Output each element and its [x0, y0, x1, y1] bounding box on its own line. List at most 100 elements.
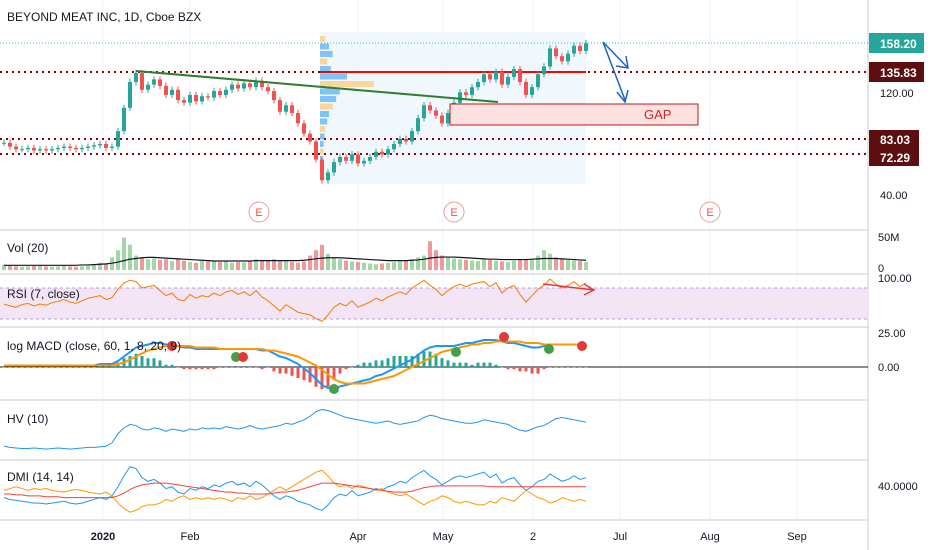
price-tick-120: 120.00	[880, 88, 914, 100]
macd-hist-bar	[458, 362, 462, 367]
gap-box[interactable]	[449, 103, 699, 126]
macd-hist-bar	[518, 367, 522, 372]
macd-dot	[238, 352, 248, 362]
macd-hist-bar	[554, 367, 558, 368]
volume-bar	[86, 265, 90, 270]
candle-body	[80, 147, 84, 150]
macd-hist-bar	[536, 367, 540, 374]
volume-bar	[386, 262, 390, 270]
volume-bar	[470, 260, 474, 270]
hv-title: HV (10)	[7, 412, 48, 426]
time-tick-apr: Apr	[349, 531, 366, 543]
pane-separators	[0, 0, 869, 550]
macd-hist-bar	[428, 351, 432, 367]
candle-body	[188, 94, 192, 103]
candle-body	[356, 154, 360, 164]
vol-tick-0: 0	[878, 263, 884, 275]
volume-bar	[452, 258, 456, 270]
volume-bar	[518, 259, 522, 270]
volume-bar	[350, 261, 354, 270]
earnings-marker-2[interactable]: E	[450, 207, 457, 219]
macd-hist-bar	[218, 367, 222, 368]
candle-body	[512, 69, 516, 77]
candle-body	[284, 105, 288, 112]
candle-body	[566, 53, 570, 62]
volume-bar	[146, 259, 150, 270]
candle-body	[44, 149, 48, 151]
macd-hist-bar	[20, 367, 24, 368]
vol-title: Vol (20)	[7, 241, 48, 255]
candle-body	[104, 144, 108, 148]
volume-bar	[356, 262, 360, 270]
candle-body	[2, 142, 6, 144]
macd-hist-bar	[8, 367, 12, 368]
earnings-marker-3[interactable]: E	[706, 207, 713, 219]
price-axis[interactable]: 158.20 135.83 120.00 83.03 72.29 40.00	[869, 33, 924, 202]
volume-bar	[326, 253, 330, 270]
candle-body	[500, 71, 504, 85]
candle-body	[392, 144, 396, 150]
price-tag-72	[869, 148, 919, 166]
earnings-markers[interactable]: E E E	[248, 201, 721, 223]
volume-bar	[482, 259, 486, 270]
candle-body	[320, 159, 324, 181]
volume-bar	[122, 237, 126, 270]
price-tag-135	[869, 62, 924, 82]
rsi-band	[0, 288, 868, 319]
rsi-arrow[interactable]	[542, 283, 596, 296]
candle-body	[398, 138, 402, 145]
macd-hist-bar	[506, 367, 510, 370]
macd-hist-bar	[176, 367, 180, 368]
time-tick-sep: Sep	[787, 531, 807, 543]
macd-hist-bar	[398, 356, 402, 367]
volume-bar	[248, 261, 252, 270]
candle-body	[542, 66, 546, 75]
volume-bar	[398, 261, 402, 270]
candle-body	[212, 91, 216, 98]
volume-profile-bar	[320, 66, 331, 72]
volume-profile-bar	[320, 43, 329, 50]
macd-dot	[167, 341, 177, 351]
macd-dot	[231, 352, 241, 362]
candle-body	[446, 113, 450, 124]
volume-bar	[584, 262, 588, 270]
macd-hist-bar	[452, 362, 456, 367]
arrow-drawing[interactable]	[602, 41, 629, 104]
macd-hist-bar	[74, 367, 78, 368]
candle-body	[296, 113, 300, 124]
macd-hist-bar	[320, 367, 324, 389]
time-tick-2: 2	[530, 531, 536, 543]
macd-hist-bar	[32, 367, 36, 368]
time-tick-aug: Aug	[700, 531, 720, 543]
candle-body	[68, 146, 72, 148]
trendline[interactable]	[135, 70, 499, 103]
macd-hist-bar	[146, 358, 150, 367]
volume-bar	[272, 259, 276, 270]
macd-hist-bar	[494, 364, 498, 367]
volume-profile-bar	[320, 156, 323, 162]
volume-bar	[266, 260, 270, 270]
candle-body	[338, 156, 342, 163]
macd-hist-bar	[584, 367, 588, 368]
volume-bar	[2, 264, 6, 270]
volume-bar	[344, 260, 348, 270]
candle-body	[128, 82, 132, 108]
earnings-marker-1[interactable]: E	[255, 207, 262, 219]
candle-body	[62, 146, 66, 148]
candle-body	[20, 149, 24, 151]
candle-body	[140, 72, 144, 90]
macd-hist-bar	[242, 367, 246, 368]
dmi-title: DMI (14, 14)	[7, 470, 74, 484]
volume-bar	[134, 255, 138, 270]
candle-body	[404, 138, 408, 142]
price-tag-158-text: 158.20	[880, 37, 917, 51]
candle-body	[32, 147, 36, 151]
time-axis[interactable]: 2020 Feb Apr May 2 Jul Aug Sep	[91, 531, 807, 543]
volume-profile-bar	[320, 36, 326, 42]
macd-hist-bar	[326, 367, 330, 387]
macd-hist-bar	[26, 367, 30, 368]
candle-body	[494, 71, 498, 80]
volume-profile-bar	[320, 73, 347, 80]
macd-hist-bar	[578, 367, 582, 368]
